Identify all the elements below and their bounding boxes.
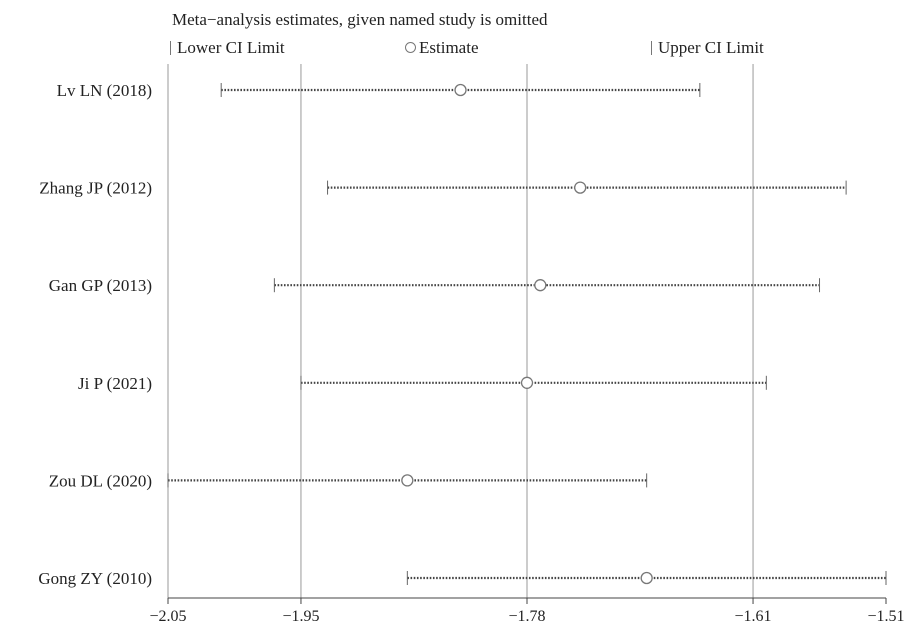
x-tick-label: −1.61 [735,608,772,625]
legend-upper-label: Upper CI Limit [658,38,764,57]
legend-estimate-label: Estimate [419,38,479,57]
x-tick-label: −1.95 [282,608,319,625]
legend-upper: Upper CI Limit [651,38,764,58]
x-tick-label: −1.51 [867,608,904,625]
legend-lower-label: Lower CI Limit [177,38,285,57]
chart-title: Meta−analysis estimates, given named stu… [172,10,548,29]
lower-ci-marker-icon [170,41,171,55]
x-tick-label: −1.78 [508,608,545,625]
study-label: Lv LN (2018) [57,81,152,100]
legend-estimate: Estimate [405,38,478,58]
study-label: Ji P (2021) [78,374,152,393]
estimate-point [454,83,467,97]
estimate-marker-icon [405,42,416,53]
estimate-point [534,279,547,292]
study-label: Zhang JP (2012) [39,179,152,198]
study-label: Gong ZY (2010) [38,569,152,588]
legend-lower: Lower CI Limit [170,38,285,58]
study-label: Zou DL (2020) [49,471,152,490]
estimate-point [640,571,653,585]
upper-ci-marker-icon [651,41,652,55]
x-tick-label: −2.05 [149,608,186,625]
study-label: Gan GP (2013) [49,276,152,295]
estimate-point [520,376,534,389]
estimate-point [401,474,414,487]
estimate-point [574,181,587,194]
